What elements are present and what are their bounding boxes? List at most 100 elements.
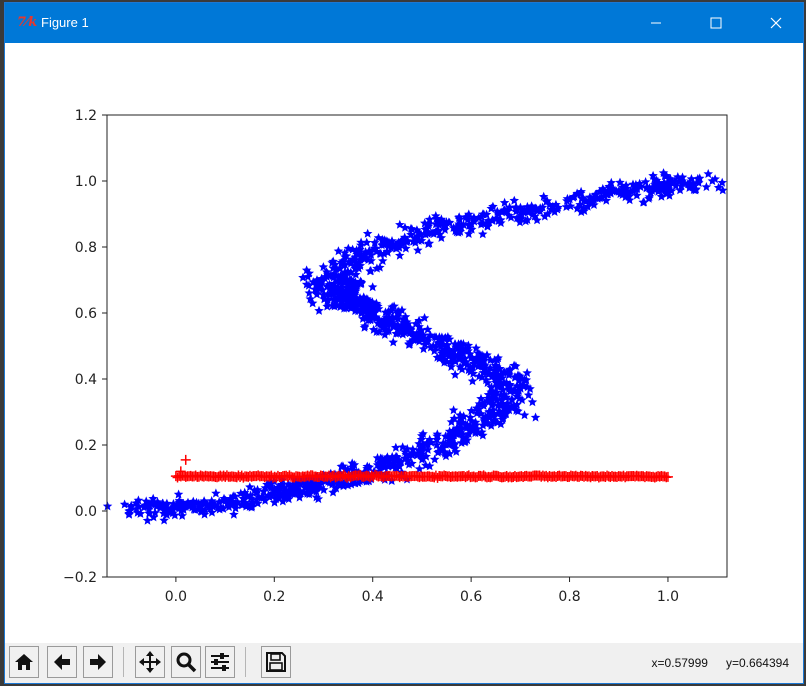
blue-star-point <box>526 201 537 211</box>
blue-star-point <box>677 176 688 186</box>
blue-star-point <box>393 320 403 330</box>
blue-star-point <box>102 501 113 511</box>
pan-move-icon <box>139 651 161 673</box>
blue-star-point <box>245 482 255 492</box>
blue-star-point <box>583 201 593 211</box>
blue-star-point <box>477 427 487 437</box>
blue-star-point <box>504 202 515 212</box>
blue-star-point <box>496 215 506 225</box>
configure-subplots-button[interactable] <box>205 646 235 678</box>
blue-star-point <box>406 223 416 233</box>
blue-star-point <box>501 377 512 387</box>
back-button[interactable] <box>47 646 77 678</box>
blue-star-point <box>225 493 235 503</box>
blue-star-point <box>450 369 460 379</box>
blue-star-point <box>514 212 524 222</box>
blue-star-point <box>177 510 187 520</box>
blue-star-point <box>589 200 599 209</box>
blue-star-point <box>438 438 448 448</box>
blue-star-point <box>388 458 398 468</box>
blue-star-point <box>346 267 356 277</box>
blue-star-point <box>527 397 538 407</box>
blue-star-point <box>421 337 432 347</box>
blue-star-point <box>496 399 507 409</box>
zoom-button[interactable] <box>171 646 201 678</box>
blue-star-point <box>431 213 442 223</box>
blue-star-point <box>622 188 633 198</box>
blue-star-point <box>384 326 394 335</box>
blue-star-point <box>347 458 357 468</box>
blue-star-point <box>400 222 410 232</box>
blue-star-point <box>354 475 365 485</box>
y-tick-label: 0.6 <box>75 306 97 322</box>
blue-star-point <box>344 288 354 298</box>
blue-star-point <box>378 256 388 266</box>
blue-star-point <box>483 417 493 427</box>
title-bar[interactable]: 7⁄k Figure 1 <box>5 3 803 43</box>
blue-star-point <box>499 367 510 377</box>
blue-star-point <box>552 204 563 214</box>
blue-star-point <box>625 186 636 196</box>
blue-star-point <box>453 350 463 360</box>
blue-star-point <box>507 394 517 404</box>
blue-star-point <box>451 446 461 456</box>
blue-star-point <box>362 299 372 309</box>
blue-star-point <box>458 411 469 421</box>
blue-star-point <box>322 301 332 311</box>
blue-star-point <box>414 438 424 448</box>
blue-star-point <box>343 266 353 276</box>
blue-star-point <box>484 396 495 406</box>
blue-star-point <box>479 401 489 410</box>
blue-star-point <box>476 393 486 403</box>
blue-star-point <box>159 515 169 525</box>
blue-star-point <box>645 187 656 197</box>
blue-star-point <box>273 484 284 494</box>
blue-star-point <box>674 176 684 186</box>
forward-button[interactable] <box>83 646 113 678</box>
blue-star-point <box>454 214 465 224</box>
zoom-magnifier-icon <box>176 652 197 673</box>
blue-star-point <box>497 207 507 217</box>
red-plus-point <box>175 466 186 477</box>
blue-star-point <box>414 328 424 338</box>
blue-star-point <box>335 263 345 273</box>
maximize-button[interactable] <box>693 3 739 43</box>
axes-frame <box>106 114 728 578</box>
blue-star-point <box>334 480 345 490</box>
blue-star-point <box>393 313 403 323</box>
close-button[interactable] <box>753 3 799 43</box>
blue-star-point <box>377 234 388 244</box>
plot-canvas[interactable]: 0.0 0.2 0.4 0.6 0.8 1.0 −0.2 0.0 0.2 0.4 0.6 0.8 1.0… <box>5 43 803 643</box>
blue-star-point <box>446 349 456 359</box>
blue-star-point <box>423 439 433 449</box>
blue-star-point <box>498 385 508 395</box>
x-tick-label: 0.8 <box>558 589 580 605</box>
blue-star-point <box>332 287 342 297</box>
home-button[interactable] <box>9 646 39 678</box>
toolbar-separator <box>123 647 124 677</box>
blue-star-point <box>395 250 405 260</box>
forward-arrow-icon <box>90 654 106 670</box>
coord-x: x=0.57999 <box>651 656 708 670</box>
minimize-button[interactable] <box>633 3 679 43</box>
blue-star-point <box>446 417 457 427</box>
blue-star-point <box>540 211 550 221</box>
blue-star-point <box>350 294 361 304</box>
blue-star-point <box>380 307 391 317</box>
pan-button[interactable] <box>135 646 165 678</box>
blue-star-point <box>516 208 527 218</box>
blue-star-point <box>478 360 488 370</box>
blue-star-point <box>399 327 409 337</box>
blue-star-point <box>385 316 395 326</box>
blue-star-point <box>318 290 329 300</box>
blue-star-point <box>447 353 457 363</box>
blue-star-point <box>511 206 521 216</box>
blue-star-point <box>675 185 685 195</box>
blue-star-point <box>144 504 154 514</box>
x-tick-label: 0.0 <box>165 589 187 605</box>
blue-star-point <box>429 346 440 356</box>
blue-star-point <box>332 276 343 286</box>
save-button[interactable] <box>261 646 291 678</box>
blue-star-point <box>381 455 391 465</box>
blue-star-point <box>529 211 540 221</box>
